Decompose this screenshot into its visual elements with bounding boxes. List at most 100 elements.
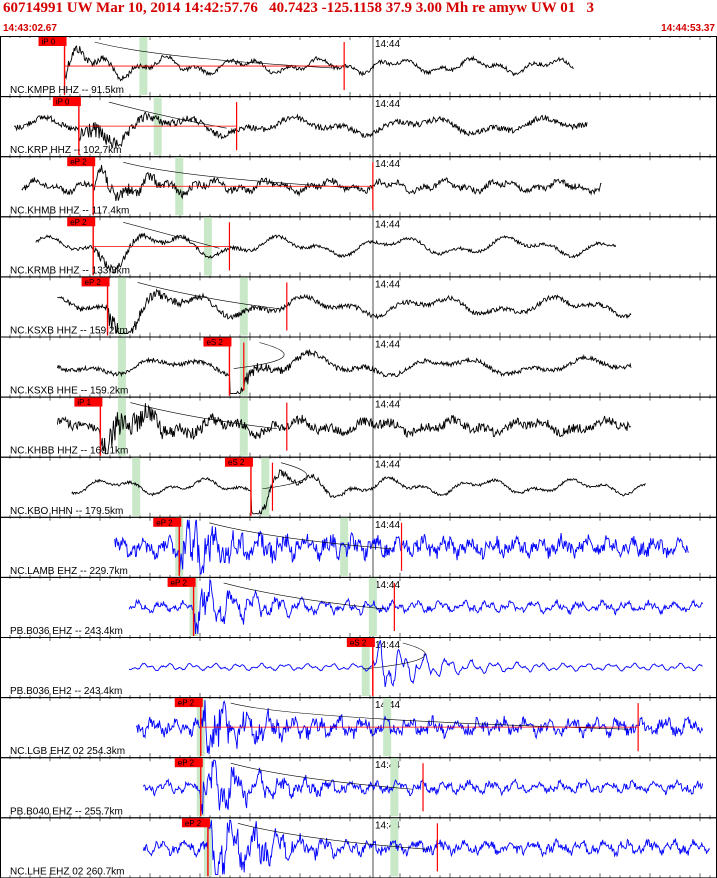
station-label: NC.KSXB HHE -- 159.2km [10,386,128,397]
trace-panel: 14:44 eS 2 NC.KSXB HHE -- 159.2km [0,336,717,398]
station-label: NC.LGB EHZ 02 254.3km [10,746,125,757]
arrival-window [390,758,399,817]
minute-label: 14:44 [375,580,400,591]
trace-panel: 14:44 eP 2 PB.B036 EHZ -- 243.4km [0,576,717,639]
trace-panel: 14:44 iP 0 NC.KMPB HHZ -- 91.5km [0,36,717,98]
phase-pick-label: eP 2 [171,578,188,587]
minute-label: 14:44 [375,99,400,110]
phase-pick-flag [52,97,81,107]
station-label: NC.LHE EHZ 02 260.7km [10,866,125,877]
arrival-window [239,277,248,336]
phase-pick-flag [181,818,210,828]
minute-label: 14:44 [375,820,400,831]
minute-label: 14:44 [375,520,400,531]
phase-pick-label: iP 0 [56,98,70,107]
minute-label: 14:44 [375,39,400,50]
travel-time-curve [230,762,414,790]
phase-pick-label: eP 2 [156,518,173,527]
end-time: 14:44:53.37 [661,23,715,34]
arrival-window [117,277,126,336]
phase-pick-flag [167,577,196,587]
phase-pick-label: iP 1 [77,398,91,407]
phase-pick-flag [174,758,203,768]
station-label: NC.KRMB HHZ -- 133.3km [10,265,130,276]
phase-pick-label: eS 2 [350,639,367,648]
station-label: NC.KMPB HHZ -- 91.5km [10,85,124,96]
waveform [21,164,602,202]
seismogram-panel: 14:44 iP 0 NC.KMPB HHZ -- 91.5km 14:44 iP 0 N… [0,36,717,878]
phase-pick-flag [74,397,103,407]
trace-panel: 14:44 iP 1 NC.KHBB HHZ -- 160.1km [0,396,717,458]
phase-pick-label: eP 2 [70,218,87,227]
trace-panel: 14:44 iP 0 NC.KRP HHZ -- 102.7km [0,96,717,158]
waveform [135,700,704,755]
arrival-window [132,457,141,516]
arrival-window [368,577,377,636]
minute-label: 14:44 [375,219,400,230]
phase-pick-flag [81,277,110,287]
waveform [71,469,646,515]
phase-pick-flag [346,638,375,647]
waveform [56,403,632,455]
minute-label: 14:44 [375,760,400,771]
phase-pick-flag [153,517,182,527]
phase-pick-flag [174,698,203,708]
waveform [13,111,588,149]
travel-time-curve [230,702,629,730]
waveform [57,288,632,334]
phase-pick-label: eS 2 [228,458,245,467]
phase-pick-label: eP 2 [70,158,87,167]
travel-time-curve [137,282,277,309]
minute-label: 14:44 [375,460,400,471]
phase-pick-label: eP 2 [185,819,202,828]
travel-time-curve [233,342,285,369]
phase-pick-flag [38,37,67,46]
waveform [128,640,703,688]
seismogram-plot: 14:44 iP 0 NC.KMPB HHZ -- 91.5km 14:44 iP 0 N… [0,36,717,878]
waveform [56,348,632,395]
arrival-window [390,818,399,877]
station-label: NC.KRP HHZ -- 102.7km [10,145,122,156]
travel-time-curve [123,161,363,189]
trace-panel: 14:44 eP 2 NC.LHE EHZ 02 260.7km [0,817,717,878]
station-label: NC.KHBB HHZ -- 160.1km [10,446,128,457]
phase-pick-label: iP 0 [42,38,56,47]
waveform [142,819,711,875]
trace-panel: 14:44 eS 2 PB.B036 EH2 -- 243.4km [0,637,717,699]
travel-time-curve [223,582,385,610]
trace-panel: 14:44 eP 2 NC.KSXB HHZ -- 159.2km [0,276,717,338]
travel-time-curve [237,823,428,850]
travel-time-curve [362,642,426,670]
minute-label: 14:44 [375,279,400,290]
minute-label: 14:44 [375,400,400,411]
trace-panel: 14:44 eP 2 PB.B040 EHZ -- 255.7km [0,757,717,819]
station-label: NC.KHMB HHZ -- 117.4km [10,205,129,216]
station-label: PB.B036 EHZ -- 243.4km [10,626,123,637]
minute-label: 14:44 [375,640,400,651]
station-label: NC.LAMB EHZ -- 229.7km [10,566,128,577]
trace-panel: 14:44 eP 2 NC.KRMB HHZ -- 133.3km [0,216,717,278]
event-title: 60714991 UW Mar 10, 2014 14:42:57.76 40.… [3,0,594,16]
arrival-window [261,457,270,516]
trace-panel: 14:44 eP 2 NC.LAMB EHZ -- 229.7km [0,516,717,578]
arrival-window [117,397,126,456]
trace-panel: 14:44 eP 2 NC.KHMB HHZ -- 117.4km [0,156,717,218]
station-label: NC.KSXB HHZ -- 159.2km [10,326,128,337]
waveform [128,578,704,635]
trace-panel: 14:44 eS 2 NC.KBO HHN -- 179.5km [0,456,717,518]
phase-pick-label: eP 2 [178,699,195,708]
record-header: 60714991 UW Mar 10, 2014 14:42:57.76 40.… [0,0,717,36]
phase-pick-label: eP 2 [85,278,102,287]
travel-time-curve [130,402,277,429]
arrival-window [361,638,370,697]
station-label: PB.B040 EHZ -- 255.7km [10,806,123,817]
minute-label: 14:44 [375,159,400,170]
minute-label: 14:44 [375,340,400,351]
travel-time-curve [262,462,308,490]
arrival-window [117,337,126,396]
start-time: 14:43:02.67 [3,23,57,34]
phase-pick-flag [203,337,232,347]
travel-time-curve [209,522,392,550]
station-label: PB.B036 EH2 -- 243.4km [10,686,122,697]
